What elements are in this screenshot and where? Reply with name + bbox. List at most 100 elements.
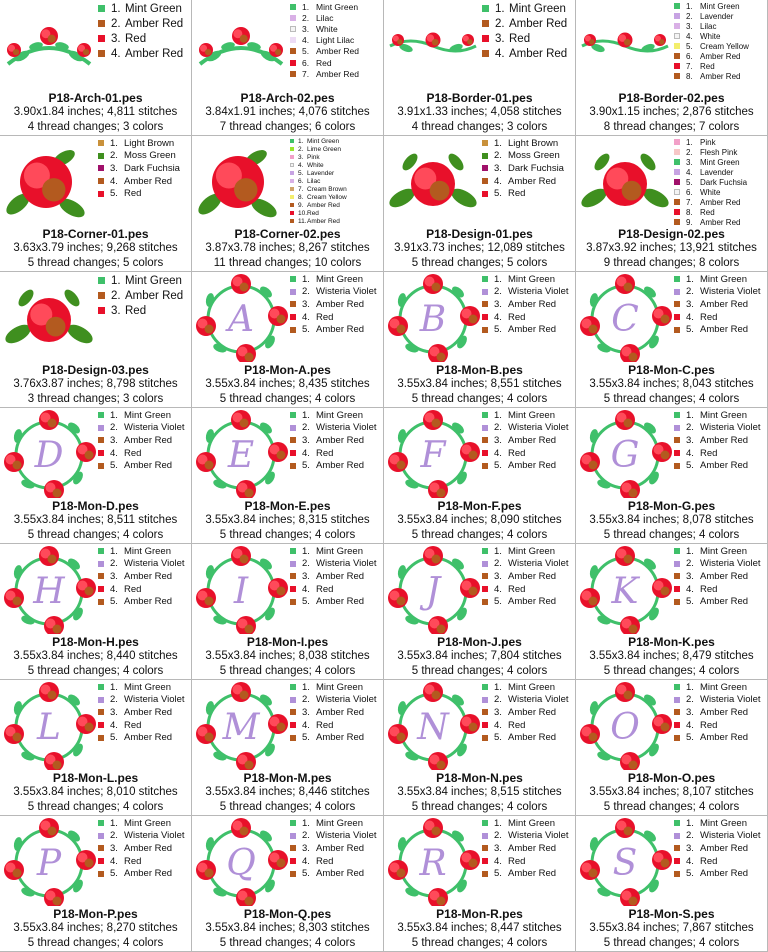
thread-number: 3. — [302, 706, 310, 718]
rose-icon — [388, 588, 408, 608]
thread-number: 2. — [494, 694, 502, 706]
design-thumbnail: F — [388, 410, 480, 498]
design-card[interactable]: D 1. Mint Green 2. Wisteria Violet 3. Amber R… — [0, 408, 192, 544]
thread-color-item: 3. Mint Green — [674, 157, 767, 167]
thread-color-name: Amber Red — [124, 175, 173, 187]
design-thumbnail: R — [388, 818, 480, 906]
rose-icon — [580, 724, 600, 744]
thread-color-name: Mint Green — [316, 409, 363, 421]
leaf-icon — [68, 50, 84, 62]
thread-swatch — [674, 450, 680, 457]
thread-color-name: Red — [508, 311, 526, 323]
leaf-icon — [260, 558, 272, 570]
thread-swatch — [290, 301, 296, 308]
thread-number: 5. — [302, 324, 310, 336]
design-card[interactable]: 1. Mint Green 2. Amber Red 3. Red P18-Design-… — [0, 272, 192, 408]
thread-swatch — [290, 147, 294, 151]
thread-color-item: 7. Red — [674, 61, 767, 71]
thread-color-name: Mint Green — [316, 273, 363, 285]
thread-number: 5. — [110, 596, 118, 608]
thread-number: 5. — [110, 868, 118, 880]
thread-color-item: 4. Red — [290, 855, 383, 868]
design-card[interactable]: K 1. Mint Green 2. Wisteria Violet 3. Amber R… — [576, 544, 768, 680]
design-card[interactable]: A 1. Mint Green 2. Wisteria Violet 3. Amber R… — [192, 272, 384, 408]
design-info: P18-Mon-F.pes 3.55x3.84 inches; 8,090 st… — [384, 499, 575, 543]
design-card[interactable]: C 1. Mint Green 2. Wisteria Violet 3. Amber R… — [576, 272, 768, 408]
thread-swatch — [674, 858, 680, 865]
design-card[interactable]: E 1. Mint Green 2. Wisteria Violet 3. Amber R… — [192, 408, 384, 544]
design-dimensions-stitches: 3.55x3.84 inches; 7,867 stitches — [589, 922, 754, 934]
leaf-icon — [59, 198, 85, 218]
design-thread-changes: 5 thread changes; 4 colors — [411, 665, 548, 677]
thread-swatch — [98, 845, 104, 852]
thread-color-name: Wisteria Violet — [316, 558, 377, 570]
thread-color-item: 1. Mint Green — [674, 817, 767, 830]
thread-number: 2. — [686, 422, 694, 434]
leaf-icon — [265, 335, 275, 349]
design-card[interactable]: 1. Pink 2. Flesh Pink 3. Mint Green 4. Lavender… — [576, 136, 768, 272]
design-card[interactable]: N 1. Mint Green 2. Wisteria Violet 3. Amber R… — [384, 680, 576, 816]
thread-color-item: 3. Amber Red — [482, 298, 575, 311]
thread-color-list: 1. Mint Green 2. Wisteria Violet 3. Amber Red… — [98, 681, 191, 744]
design-card[interactable]: 1. Mint Green 2. Amber Red 3. Red 4. Amber Red … — [384, 0, 576, 136]
design-card[interactable]: L 1. Mint Green 2. Wisteria Violet 3. Amber R… — [0, 680, 192, 816]
thread-swatch — [674, 179, 680, 185]
thread-color-item: 2. Wisteria Violet — [674, 830, 767, 843]
thread-color-item: 3. Amber Red — [674, 842, 767, 855]
thread-swatch — [674, 301, 680, 308]
design-card[interactable]: Q 1. Mint Green 2. Wisteria Violet 3. Amber R… — [192, 816, 384, 952]
design-filename: P18-Arch-02.pes — [240, 91, 335, 105]
design-card[interactable]: G 1. Mint Green 2. Wisteria Violet 3. Amber R… — [576, 408, 768, 544]
thread-number: 4. — [302, 447, 310, 459]
thread-color-name: Pink — [700, 137, 716, 147]
thread-swatch — [98, 165, 104, 172]
thread-color-item: 2. Wisteria Violet — [674, 422, 767, 435]
thread-color-item: 4. Red — [98, 719, 191, 732]
thread-color-name: Amber Red — [700, 706, 749, 718]
thread-color-item: 2. Amber Red — [482, 16, 575, 31]
design-thumbnail — [5, 289, 93, 344]
design-filename: P18-Mon-L.pes — [52, 771, 139, 785]
design-card[interactable]: S 1. Mint Green 2. Wisteria Violet 3. Amber R… — [576, 816, 768, 952]
design-card[interactable]: R 1. Mint Green 2. Wisteria Violet 3. Amber R… — [384, 816, 576, 952]
design-card[interactable]: M 1. Mint Green 2. Wisteria Violet 3. Amber R… — [192, 680, 384, 816]
design-card[interactable]: 1. Mint Green 2. Amber Red 3. Red 4. Amber Red … — [0, 0, 192, 136]
thread-swatch — [674, 548, 680, 555]
thread-number: 1. — [302, 1, 310, 12]
design-card[interactable]: 1. Mint Green 2. Lilac 3. White 4. Light Lilac 5… — [192, 0, 384, 136]
thread-number: 2. — [298, 145, 304, 153]
design-card[interactable]: F 1. Mint Green 2. Wisteria Violet 3. Amber R… — [384, 408, 576, 544]
monogram-letter: H — [32, 571, 65, 612]
thread-color-item: 1. Mint Green — [674, 409, 767, 422]
design-card[interactable]: H 1. Mint Green 2. Wisteria Violet 3. Amber R… — [0, 544, 192, 680]
design-card[interactable]: O 1. Mint Green 2. Wisteria Violet 3. Amber R… — [576, 680, 768, 816]
design-filename: P18-Arch-01.pes — [48, 91, 143, 105]
thread-number: 1. — [110, 681, 118, 693]
leaf-icon — [389, 188, 415, 208]
thread-color-name: Amber Red — [316, 324, 365, 336]
design-card[interactable]: 1. Light Brown 2. Moss Green 3. Dark Fuchsia 4… — [0, 136, 192, 272]
thread-swatch — [290, 424, 296, 431]
thread-swatch — [98, 307, 105, 314]
rose-icon — [615, 274, 635, 294]
rose-icon — [411, 162, 455, 206]
thread-color-name: Red — [124, 188, 142, 200]
thread-swatch — [290, 832, 296, 839]
monogram-letter: B — [419, 299, 446, 340]
design-card[interactable]: 1. Light Brown 2. Moss Green 3. Dark Fuchsia 4… — [384, 136, 576, 272]
design-card[interactable]: B 1. Mint Green 2. Wisteria Violet 3. Amber R… — [384, 272, 576, 408]
design-card[interactable]: 1. Mint Green 2. Lavender 3. Lilac 4. White 5. Cr… — [576, 0, 768, 136]
design-dimensions-stitches: 3.55x3.84 inches; 8,303 stitches — [205, 922, 370, 934]
thread-swatch — [290, 179, 294, 183]
design-card[interactable]: I 1. Mint Green 2. Wisteria Violet 3. Amber R… — [192, 544, 384, 680]
design-card[interactable]: 1. Mint Green 2. Lime Green 3. Pink 4. White 5. L… — [192, 136, 384, 272]
design-card[interactable]: J 1. Mint Green 2. Wisteria Violet 3. Amber R… — [384, 544, 576, 680]
thread-number: 3. — [686, 570, 694, 582]
thread-color-name: Wisteria Violet — [700, 422, 761, 434]
thread-swatch — [482, 190, 488, 197]
thread-color-name: Mint Green — [700, 681, 747, 693]
design-card[interactable]: P 1. Mint Green 2. Wisteria Violet 3. Amber R… — [0, 816, 192, 952]
thread-color-item: 3. Amber Red — [674, 570, 767, 583]
design-thread-changes: 5 thread changes; 4 colors — [411, 393, 548, 405]
thread-number: 2. — [302, 12, 310, 23]
